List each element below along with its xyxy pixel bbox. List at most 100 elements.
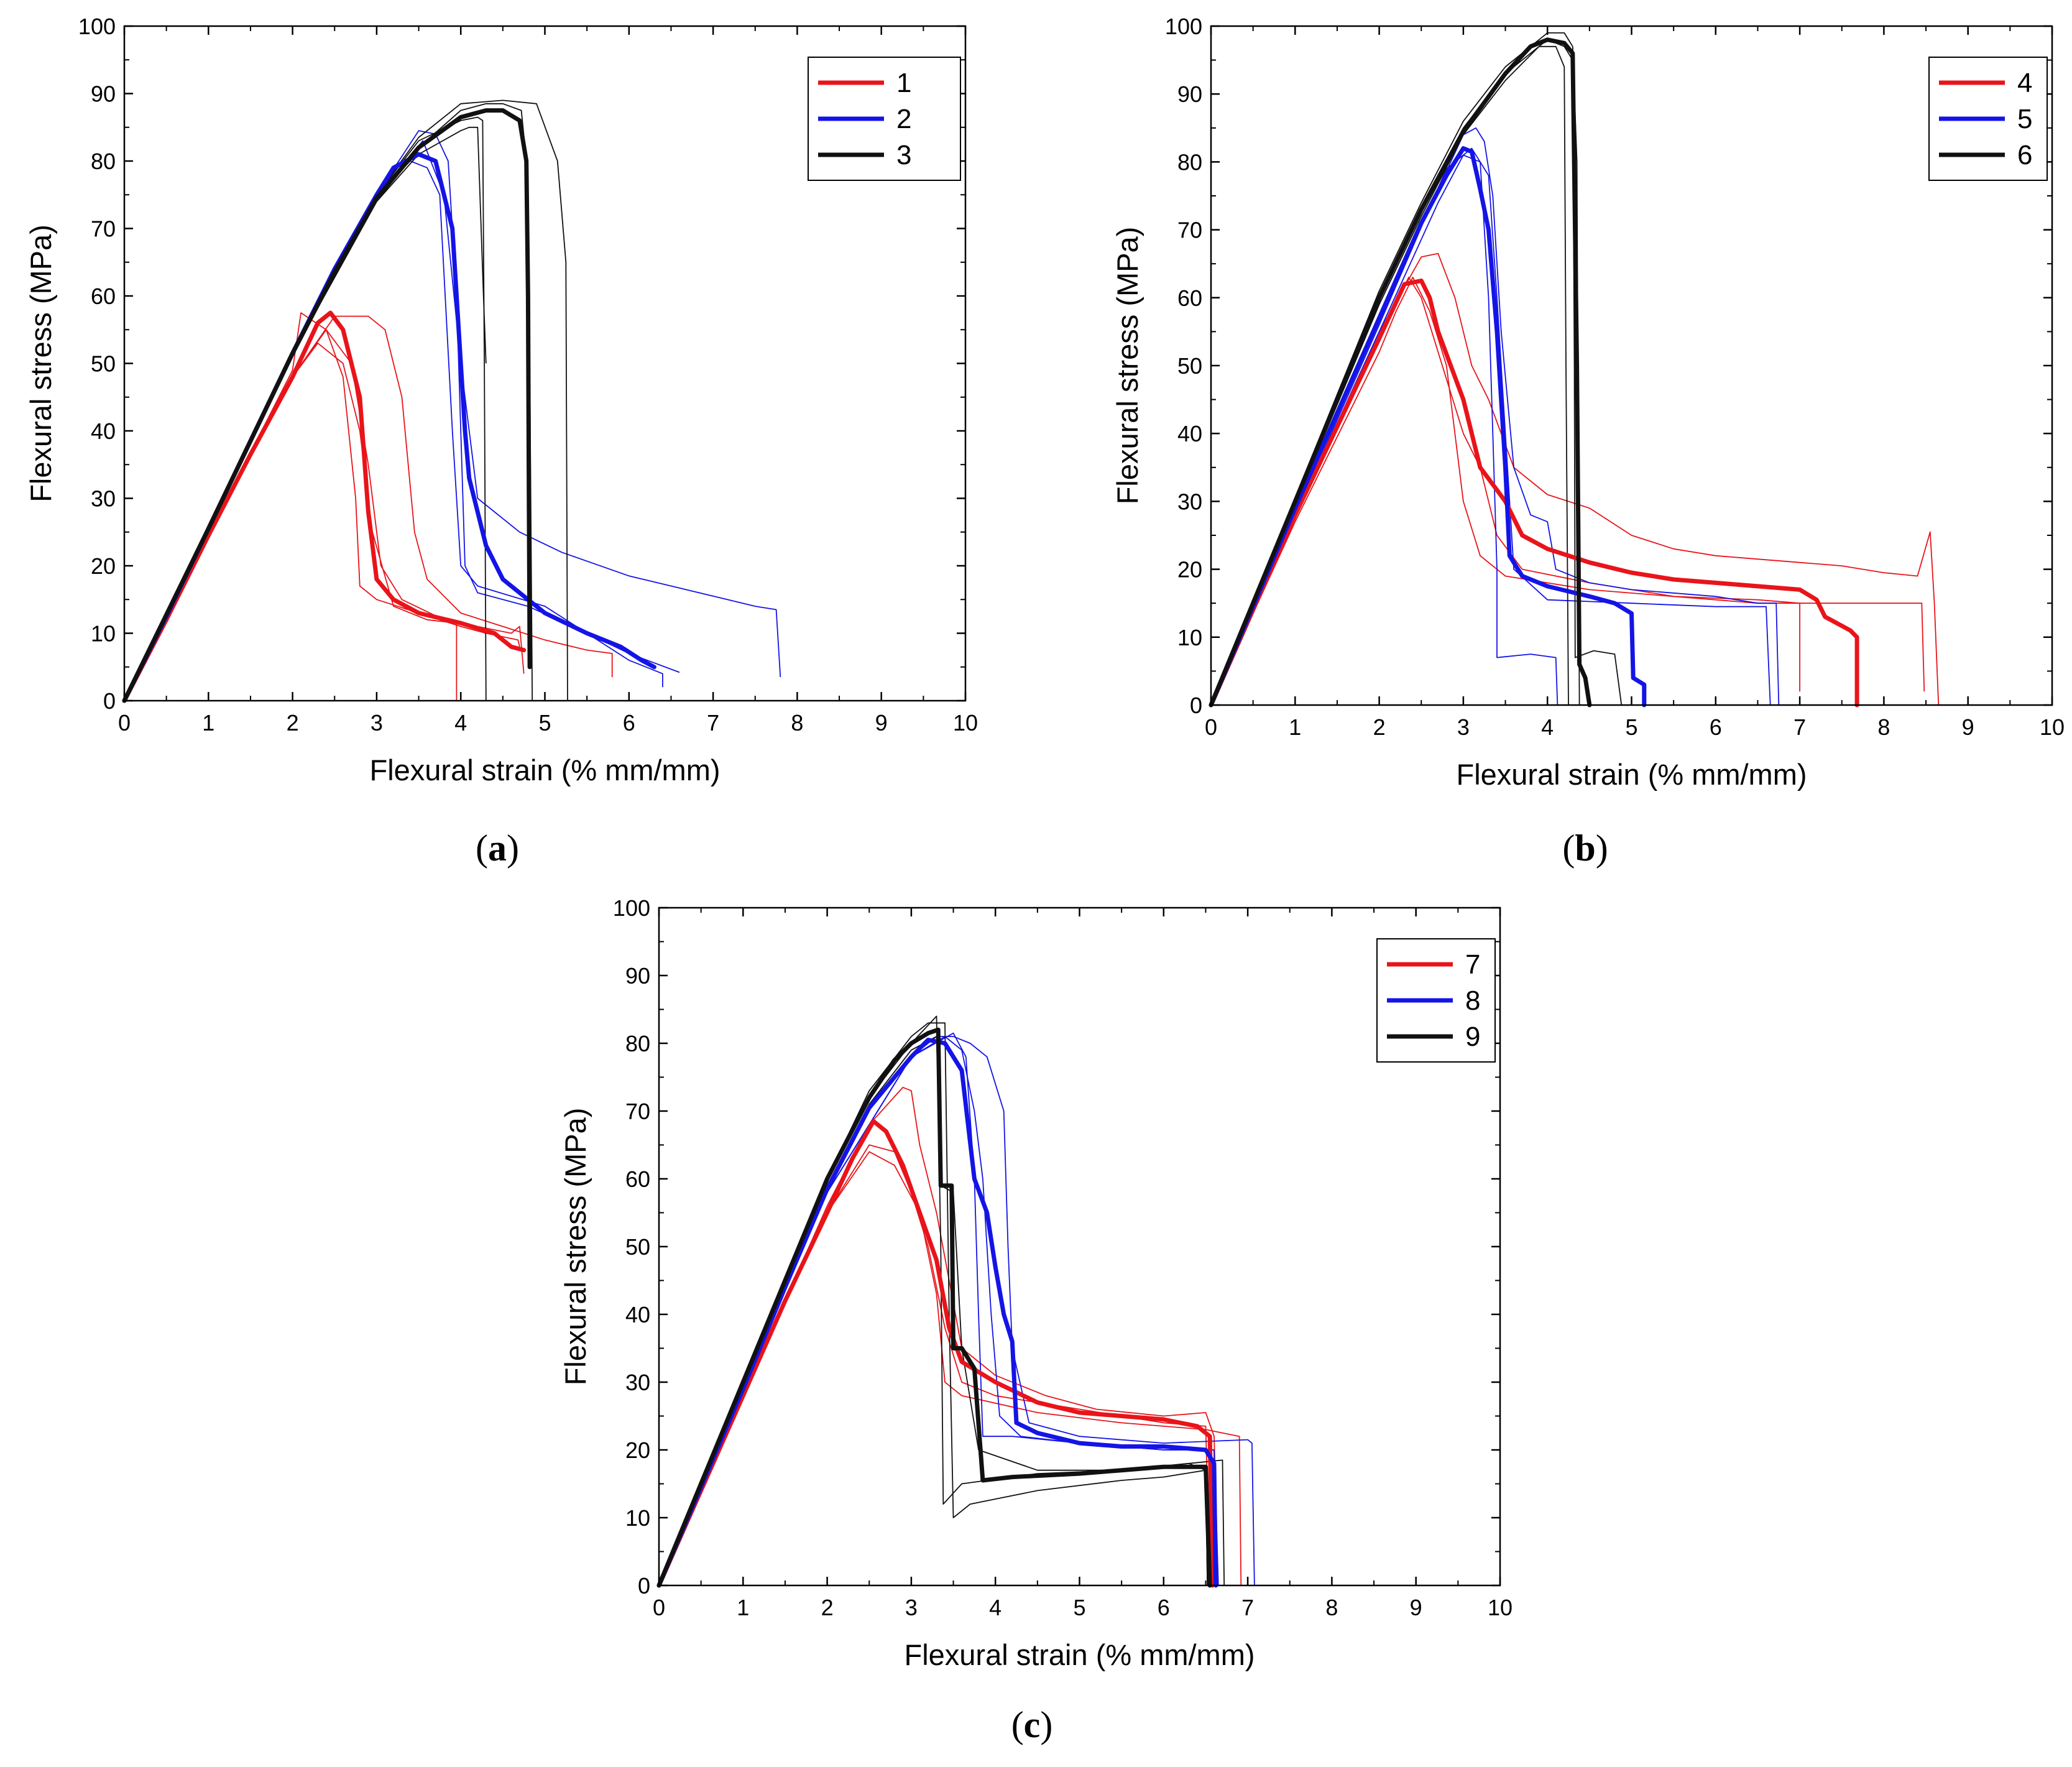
- y-tick-label: 30: [91, 486, 116, 512]
- series-1-mean-line: [122, 310, 527, 703]
- series-9-mean-line: [656, 1027, 1212, 1588]
- x-tick-label: 1: [202, 710, 214, 736]
- x-tick-label: 2: [821, 1595, 834, 1620]
- y-axis-label: Flexural stress (MPa): [1111, 227, 1144, 505]
- x-tick-label: 3: [905, 1595, 918, 1620]
- x-tick-label: 3: [1457, 714, 1470, 740]
- x-tick-label: 4: [1541, 714, 1554, 740]
- series-3-replicate-1: [124, 116, 487, 701]
- series-2-mean-line: [122, 152, 656, 703]
- y-tick-label: 90: [625, 963, 650, 989]
- x-tick-label: 8: [1877, 714, 1890, 740]
- y-tick-label: 80: [625, 1031, 650, 1056]
- series-1-replicate-1: [124, 312, 520, 701]
- y-tick-label: 70: [625, 1099, 650, 1124]
- x-axis: 0 1 2 3 4 5 6 7 8 9 10: [653, 908, 1513, 1620]
- x-axis: 0 1 2 3 4 5 6 7 8 9 10: [1205, 26, 2065, 740]
- y-tick-label: 80: [91, 149, 116, 174]
- y-axis: 0 10 20 30 40 50 60 70 80 90 100: [1165, 14, 2052, 718]
- chart-b: 0 1 2 3 4 5 6 7 8 9 100102030405060708090100Flexur…: [1111, 14, 2065, 791]
- series-7-mean-line: [656, 1119, 1215, 1588]
- x-tick-label: 1: [1289, 714, 1301, 740]
- plot-area: [1209, 32, 1940, 708]
- x-tick-label: 5: [1073, 1595, 1085, 1620]
- plot-frame: [658, 907, 1501, 1587]
- y-tick-label: 60: [1177, 285, 1202, 311]
- plot-area: [656, 1015, 1255, 1588]
- plot-area: [122, 99, 781, 703]
- x-tick-label: 10: [953, 710, 978, 736]
- y-tick-label: 30: [1177, 489, 1202, 514]
- legend-label-2: 2: [896, 104, 911, 134]
- x-tick-label: 10: [1488, 1595, 1513, 1620]
- x-tick-label: 7: [1793, 714, 1806, 740]
- chart-panel-a: 0 1 2 3 4 5 6 7 8 9 10 0 10 20 30 40 50 60 70 80 90 100 Flexur…: [0, 0, 1044, 889]
- x-axis: 0 1 2 3 4 5 6 7 8 9 10: [118, 26, 978, 736]
- x-tick-label: 5: [538, 710, 551, 736]
- y-tick-label: 10: [91, 621, 116, 647]
- x-tick-label: 8: [1325, 1595, 1338, 1620]
- x-tick-label: 7: [707, 710, 719, 736]
- series-6-replicate-3: [1210, 45, 1569, 706]
- y-tick-label: 90: [1177, 81, 1202, 107]
- y-axis: 0 10 20 30 40 50 60 70 80 90 100: [613, 895, 1500, 1599]
- y-axis: 0 10 20 30 40 50 60 70 80 90 100: [78, 14, 965, 714]
- x-tick-label: 5: [1625, 714, 1637, 740]
- series-4-replicate-3: [1210, 277, 1800, 706]
- y-tick-label: 90: [91, 81, 116, 107]
- caption-b: (b): [1562, 828, 1608, 869]
- legend-label-9: 9: [1465, 1022, 1480, 1052]
- caption-a: (a): [476, 828, 519, 869]
- y-tick-label: 20: [91, 553, 116, 579]
- y-tick-label: 10: [1177, 625, 1202, 650]
- y-tick-label: 70: [1177, 218, 1202, 243]
- legend: 7 8 9: [1376, 938, 1496, 1063]
- chart-panel-c: 0 1 2 3 4 5 6 7 8 9 10 0 10 20 30 40 50 60 70 80 90 100 Flexur…: [535, 883, 1579, 1764]
- x-axis-label: Flexural strain (% mm/mm): [904, 1638, 1255, 1671]
- caption-c-letter: c: [1023, 1704, 1041, 1745]
- x-tick-label: 9: [875, 710, 888, 736]
- series-5-mean-line: [1209, 146, 1647, 708]
- legend-label-5: 5: [2017, 104, 2032, 134]
- series-2-replicate-3: [124, 160, 663, 701]
- chart-a: 0 1 2 3 4 5 6 7 8 9 100102030405060708090100Flexur…: [24, 14, 978, 787]
- x-axis-label: Flexural strain (% mm/mm): [369, 754, 720, 787]
- legend-label-1: 1: [896, 68, 911, 98]
- y-tick-label: 60: [625, 1166, 650, 1192]
- y-tick-label: 50: [625, 1234, 650, 1260]
- series-6-replicate-2: [1210, 39, 1623, 706]
- series-4-replicate-1: [1210, 252, 1940, 706]
- x-tick-label: 4: [454, 710, 467, 736]
- y-tick-label: 0: [103, 688, 116, 714]
- series-3-replicate-2: [124, 103, 533, 701]
- series-1-replicate-4: [124, 343, 458, 701]
- x-tick-label: 8: [791, 710, 803, 736]
- y-tick-label: 0: [638, 1573, 650, 1599]
- x-tick-label: 3: [371, 710, 383, 736]
- chart-panel-b: 0 1 2 3 4 5 6 7 8 9 10 0 10 20 30 40 50 60 70 80 90 100 Flexur…: [1069, 0, 2072, 889]
- x-tick-label: 10: [2040, 714, 2065, 740]
- x-tick-label: 9: [1410, 1595, 1422, 1620]
- x-tick-label: 6: [623, 710, 635, 736]
- y-tick-label: 70: [91, 216, 116, 242]
- series-8-replicate-1: [658, 1036, 1255, 1586]
- y-tick-label: 0: [1190, 693, 1202, 718]
- x-tick-label: 0: [118, 710, 131, 736]
- caption-b-letter: b: [1575, 828, 1596, 869]
- y-tick-label: 100: [1165, 14, 1202, 39]
- y-tick-label: 20: [1177, 557, 1202, 583]
- y-axis-label: Flexural stress (MPa): [24, 224, 57, 502]
- y-tick-label: 10: [625, 1505, 650, 1531]
- legend-label-8: 8: [1465, 985, 1480, 1016]
- caption-c: (c): [1011, 1704, 1053, 1745]
- legend-label-6: 6: [2017, 140, 2032, 170]
- series-4-mean-line: [1209, 279, 1859, 708]
- y-tick-label: 30: [625, 1370, 650, 1395]
- legend-label-4: 4: [2017, 68, 2032, 98]
- y-axis-label: Flexural stress (MPa): [559, 1108, 592, 1386]
- x-tick-label: 2: [1373, 714, 1386, 740]
- y-tick-label: 100: [613, 895, 650, 921]
- series-2-replicate-1: [124, 130, 680, 701]
- chart-c: 0 1 2 3 4 5 6 7 8 9 100102030405060708090100Flexur…: [559, 895, 1513, 1671]
- y-tick-label: 40: [625, 1302, 650, 1327]
